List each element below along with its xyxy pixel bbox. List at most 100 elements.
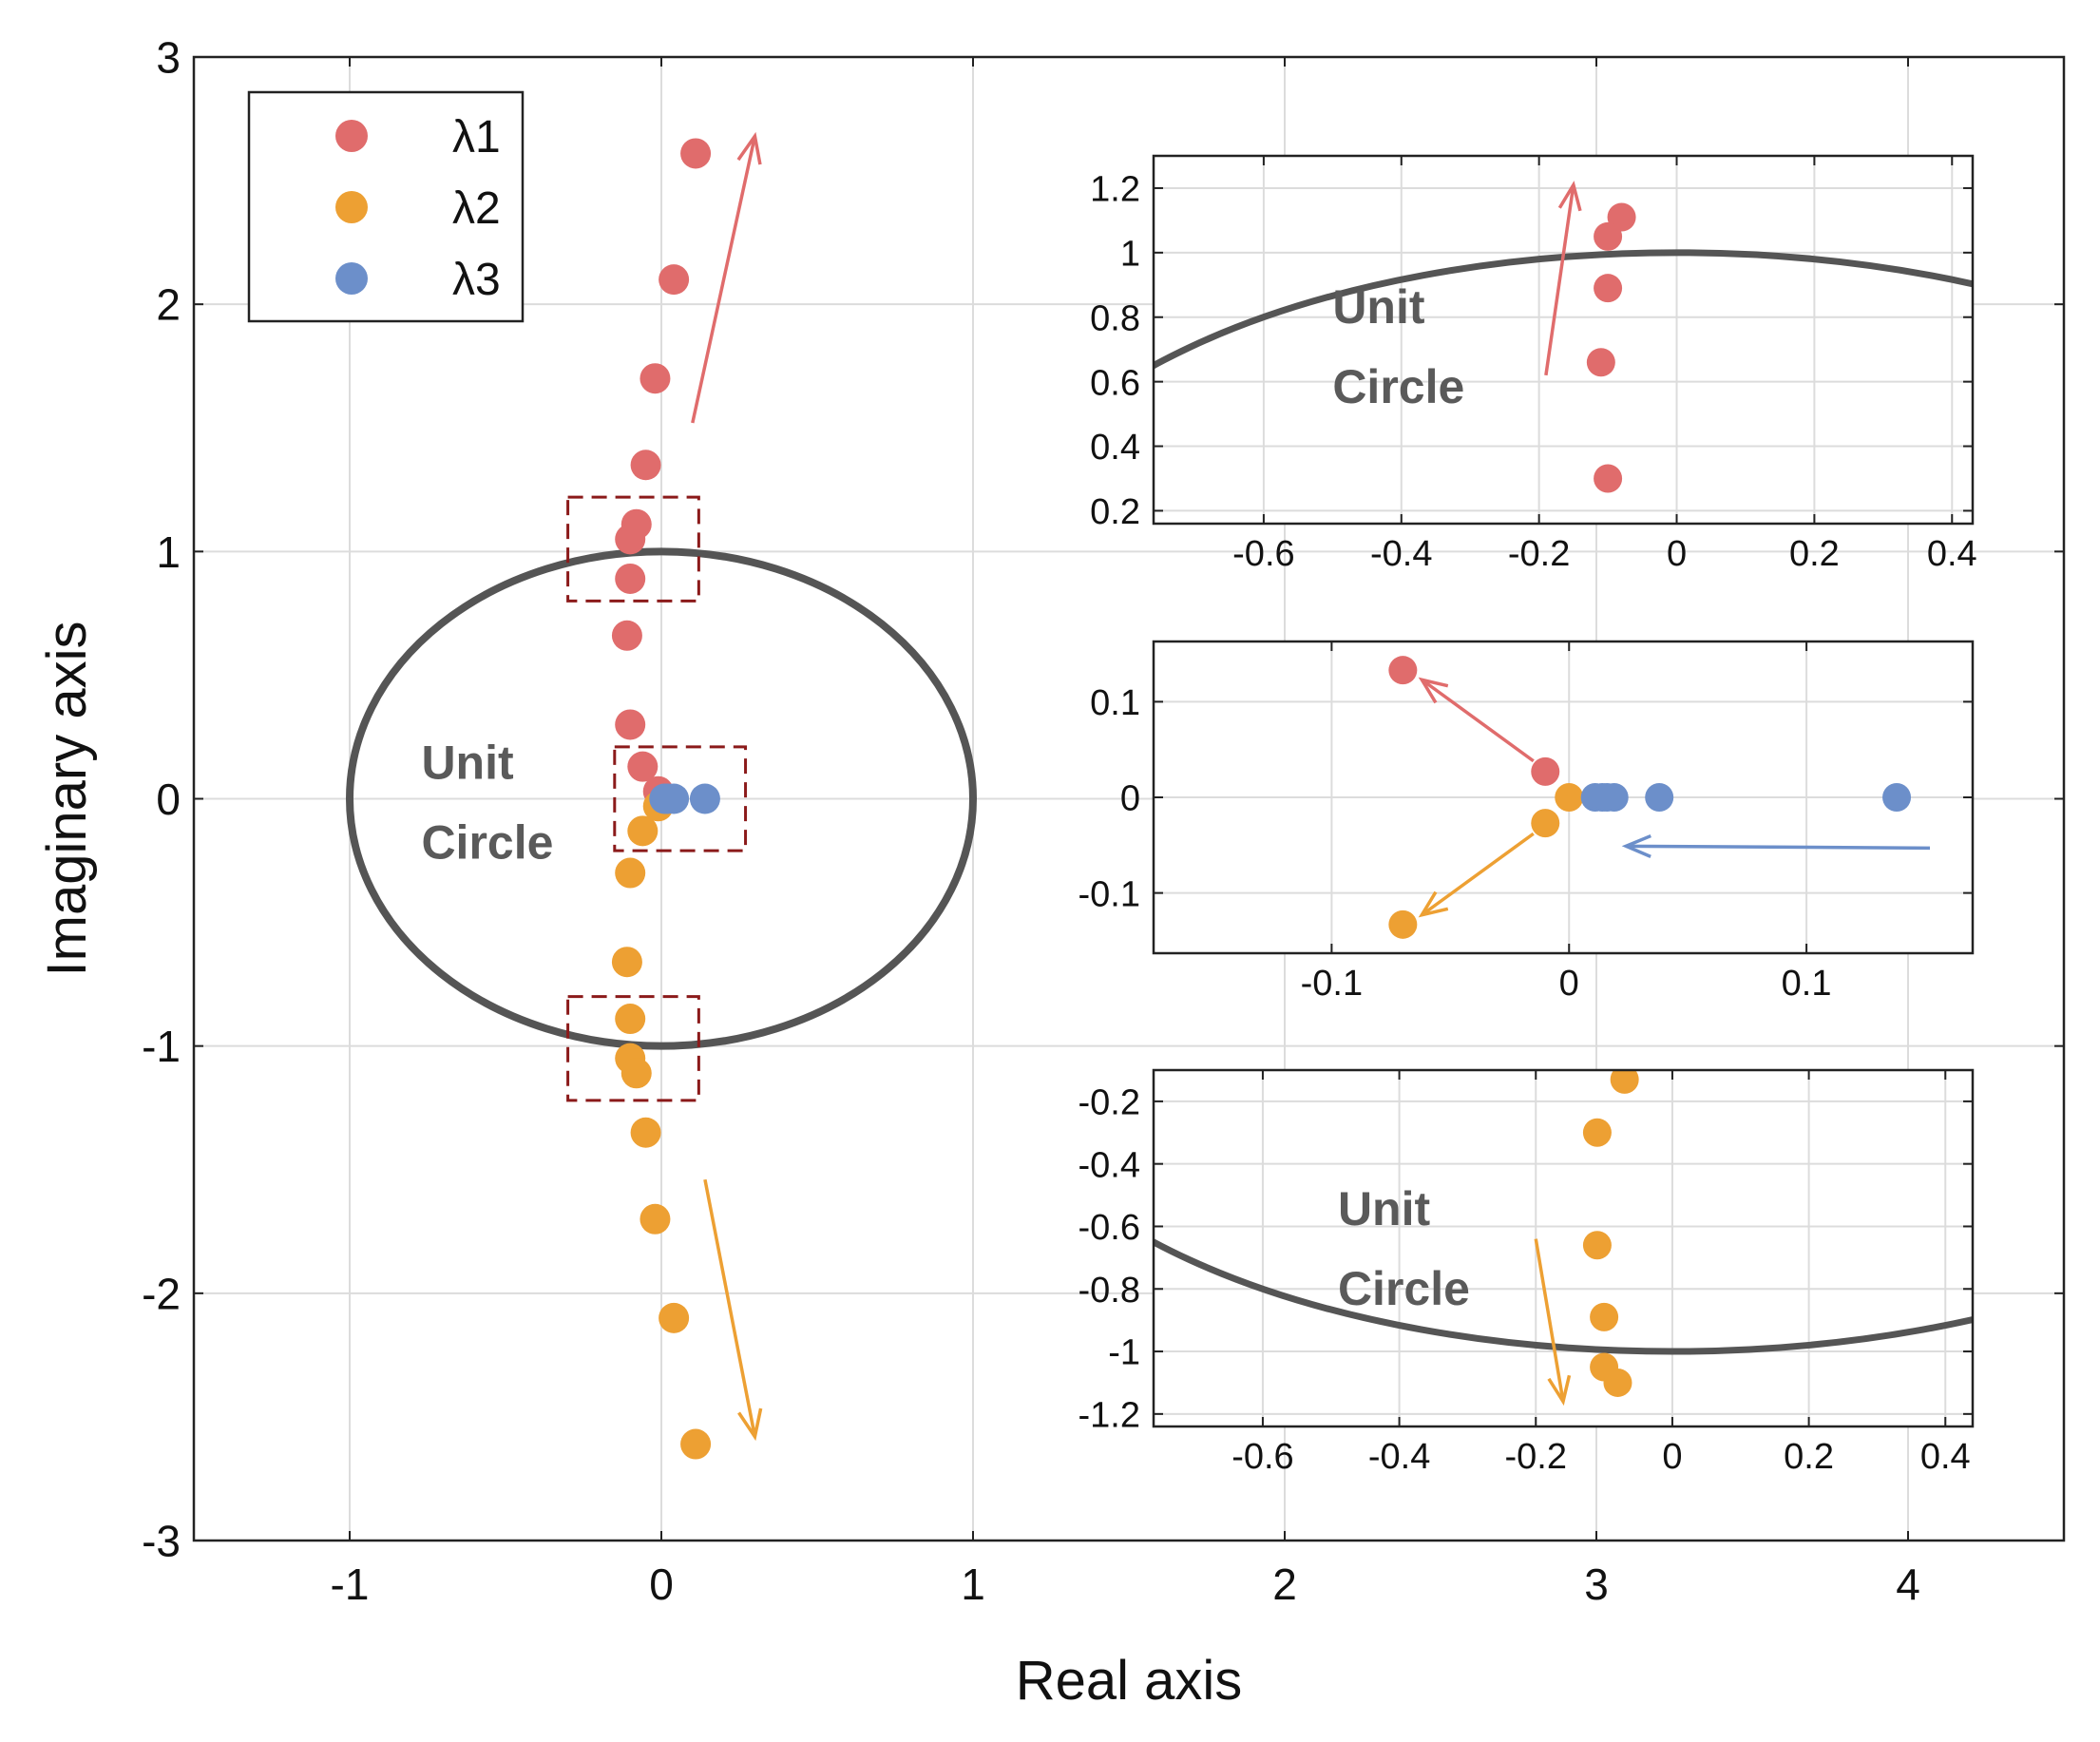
inset-mid-ytick-label: 0 [1120, 779, 1140, 819]
inset-mid-panel: -0.1 0 0.1 -0.1 0 0.1 [1079, 640, 1975, 1004]
inset-bottom-point-λ2 [1582, 1231, 1612, 1260]
main-point-λ2 [659, 1302, 690, 1333]
inset-bottom-ytick-label: -0.2 [1079, 1083, 1140, 1123]
inset-top-xtick-label: -0.4 [1370, 534, 1432, 574]
inset-top-plot-area [1154, 156, 1973, 524]
inset-mid-arrow-head-1 [1418, 677, 1449, 704]
main-content [346, 138, 977, 1460]
main-point-λ1 [659, 264, 690, 296]
inset-top-frame [1152, 154, 1975, 526]
inset-mid-series-λ3 [1580, 783, 1912, 812]
main-annotation-unit: Unit [421, 737, 514, 790]
inset-top-annotation-unit: Unit [1332, 280, 1425, 334]
inset-top-ytick-label: 1 [1120, 235, 1140, 275]
inset-bottom-xtick-label: 0.4 [1920, 1437, 1971, 1477]
inset-mid-frame [1152, 640, 1975, 955]
inset-mid-content [1388, 656, 1912, 939]
inset-bottom-ytick-label: -1.2 [1079, 1396, 1140, 1436]
main-xtick-label: 2 [1272, 1560, 1297, 1609]
inset-top-ticks: -0.6 -0.4 -0.2 0 0.2 0.4 0.2 0.4 0.6 0.8 1 1.2 [1090, 156, 1977, 574]
main-point-λ1 [680, 138, 712, 169]
inset-mid-arrow-head-3 [1621, 833, 1651, 859]
inset-top-unit-circle [1154, 249, 1973, 370]
inset-top-ytick-label: 0.8 [1090, 298, 1140, 338]
main-point-λ1 [615, 709, 646, 740]
inset-bottom-point-λ2 [1610, 1070, 1639, 1094]
y-axis-label: Imaginary axis [36, 622, 98, 977]
inset-bottom-ticks: -0.6 -0.4 -0.2 0 0.2 0.4 -0.2 -0.4 -0.6 -0.8 -1 -1.… [1079, 1070, 1973, 1477]
main-ytick-label: 3 [156, 33, 181, 83]
inset-bottom-ytick-label: -0.4 [1079, 1145, 1140, 1185]
main-ticks: -1 0 1 2 3 4 -3 -2 -1 0 1 2 3 [142, 33, 2064, 1609]
main-zoom-box-1 [566, 495, 700, 603]
inset-bottom-panel: -0.6 -0.4 -0.2 0 0.2 0.4 -0.2 -0.4 -0.6 -0.8 -1 -1.… [1079, 1068, 1975, 1477]
inset-top-arrow-1 [1544, 184, 1575, 376]
inset-bottom-xtick-label: 0 [1662, 1437, 1682, 1477]
main-xtick-label: 1 [961, 1560, 985, 1609]
inset-mid-xtick-label: 0.1 [1782, 964, 1832, 1004]
inset-mid-ticks: -0.1 0 0.1 -0.1 0 0.1 [1079, 641, 1973, 1004]
main-arrow-1 [691, 135, 757, 424]
inset-bottom-content [1154, 1070, 1973, 1397]
legend-box [247, 90, 525, 323]
inset-mid-point-λ3 [1645, 783, 1674, 812]
main-zoom-box-2 [613, 745, 748, 852]
inset-mid-ytick-label: 0.1 [1090, 683, 1140, 723]
inset-top-arrow-head-1 [1557, 181, 1582, 212]
inset-bottom-point-λ2 [1590, 1302, 1619, 1331]
inset-top-xtick-label: 0.4 [1927, 534, 1977, 574]
inset-bottom-ytick-label: -1 [1108, 1333, 1140, 1373]
main-point-λ1 [627, 751, 659, 782]
main-series-λ1 [611, 138, 712, 807]
inset-bottom-series-λ2 [1582, 1070, 1639, 1397]
inset-top-point-λ1 [1594, 464, 1623, 493]
inset-top-ytick-label: 0.2 [1090, 492, 1140, 532]
inset-mid-point-λ1 [1531, 756, 1560, 786]
legend-marker-1 [335, 120, 368, 152]
main-xtick-label: 4 [1896, 1560, 1920, 1609]
main-ytick-label: -1 [142, 1022, 181, 1071]
inset-mid-arrow-1 [1421, 678, 1535, 763]
inset-mid-point-λ2 [1531, 809, 1560, 838]
inset-mid-xtick-label: -0.1 [1301, 964, 1363, 1004]
main-annotation-circle: Circle [421, 816, 553, 870]
main-frame [192, 55, 2066, 1542]
inset-mid-ytick-label: -0.1 [1079, 874, 1140, 914]
inset-mid-point-λ1 [1388, 656, 1418, 685]
inset-top-xtick-label: -0.6 [1232, 534, 1294, 574]
inset-bottom-xtick-label: -0.2 [1505, 1437, 1567, 1477]
main-point-λ1 [630, 450, 661, 481]
inset-mid-xtick-label: 0 [1559, 964, 1579, 1004]
inset-bottom-annotation-circle: Circle [1338, 1262, 1470, 1315]
main-xtick-label: 3 [1584, 1560, 1609, 1609]
main-point-λ2 [627, 815, 659, 847]
inset-top-grid [1154, 156, 1973, 524]
main-point-λ2 [640, 1203, 671, 1235]
inset-bottom-xtick-label: 0.2 [1784, 1437, 1834, 1477]
main-arrow-head-2 [737, 1407, 763, 1442]
inset-top-annotation-circle: Circle [1332, 360, 1464, 413]
main-point-λ2 [615, 857, 646, 889]
legend-label-3: λ3 [452, 255, 501, 305]
main-point-λ2 [620, 1058, 652, 1089]
main-arrow-2 [703, 1178, 757, 1438]
main-point-λ1 [615, 563, 646, 594]
inset-top-xtick-label: 0 [1667, 534, 1687, 574]
main-ytick-label: 0 [156, 775, 181, 824]
inset-top-point-λ1 [1586, 348, 1615, 377]
main-arrow-head-1 [736, 131, 762, 165]
inset-mid-arrow-2 [1421, 832, 1535, 917]
inset-mid-arrow-head-2 [1418, 890, 1449, 918]
legend-label-2: λ2 [452, 183, 501, 234]
main-point-λ2 [615, 1004, 646, 1035]
inset-bottom-arrow-head-1 [1547, 1374, 1572, 1407]
main-ytick-label: 1 [156, 527, 181, 577]
inset-top-ytick-label: 1.2 [1090, 170, 1140, 210]
inset-mid-point-λ3 [1599, 783, 1629, 812]
inset-mid-arrow-3 [1626, 844, 1931, 851]
inset-top-series-λ1 [1586, 202, 1636, 493]
legend-label-1: λ1 [452, 112, 501, 163]
main-zoom-box-3 [566, 995, 700, 1102]
